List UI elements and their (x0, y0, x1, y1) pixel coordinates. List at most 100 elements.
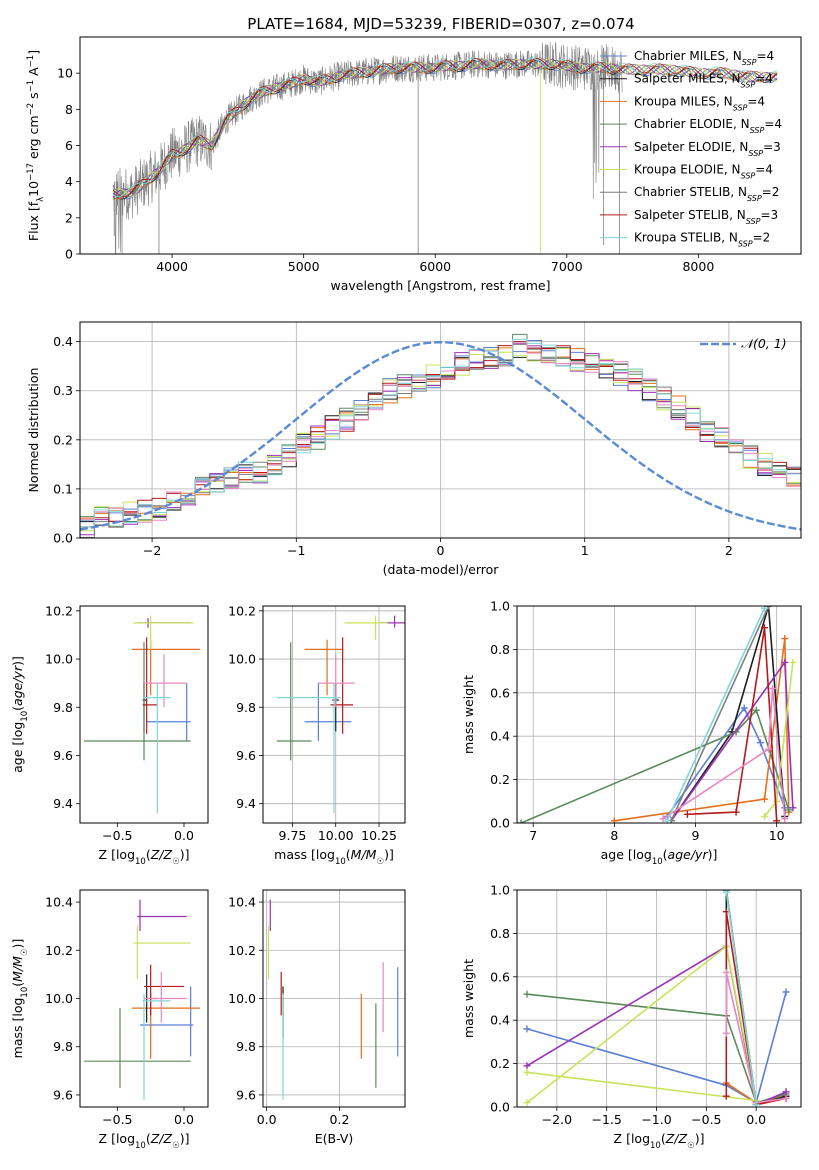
x-tick-label: 1 (581, 543, 589, 558)
label-part: )] (384, 847, 394, 862)
weight-series (722, 890, 760, 1107)
label-part: Z [ (614, 1131, 631, 1146)
x-tick-label: 10.25 (361, 828, 397, 843)
label-part: 10 (650, 1141, 661, 1151)
label-part: log (316, 847, 335, 862)
data-point (276, 683, 341, 814)
mass-vs-metallicity-panel: −0.5 0.09.69.810.010.210.4Z [log10(Z/Z☉)]… (10, 889, 209, 1151)
x-tick-label: 0.2 (330, 1112, 350, 1127)
y-axis-label: mass weight (461, 959, 476, 1038)
axes-frame (516, 889, 802, 1108)
age-vs-metallicity-panel: −0.5 0.09.49.69.810.010.2Z [log10(Z/Z☉)]a… (10, 603, 209, 867)
y-tick-label: 10.0 (228, 652, 256, 667)
label-part: s (26, 92, 41, 103)
weight-series (523, 942, 760, 1107)
label-part: −2 (26, 103, 36, 116)
weight-marker (781, 815, 789, 823)
weight-vs-metallicity-panel: −2.0 −1.5 −1.0 −0.5 0.0 0.0 0.2 0.4 0.6 0.8 1.0 Z [… (461, 883, 802, 1151)
weight-marker (781, 635, 789, 643)
y-tick-label: 6 (65, 138, 73, 153)
label-part: log (10, 722, 25, 741)
label-part: mass weight (461, 675, 476, 754)
x-tick-label: 10 (769, 828, 785, 843)
y-tick-label: 0.0 (490, 816, 510, 831)
label-part: age [ (601, 847, 633, 862)
weight-line (662, 688, 786, 820)
gaussian-curve (80, 340, 801, 531)
label-part: Z/Z (150, 1131, 173, 1146)
weight-marker (760, 812, 768, 820)
legend-count: =2 (762, 185, 780, 199)
legend-entry: Chabrier STELIB, NSSP=2 (634, 185, 779, 203)
legend-sub: SSP (750, 126, 765, 135)
y-tick-label: 0.0 (53, 531, 73, 546)
label-part: log (116, 847, 135, 862)
age-vs-mass-panel: 9.75 10.00 10.25 9.4 9.6 9.8 10.0 10.2 mass [log… (228, 603, 406, 867)
y-tick-label: 10.0 (45, 991, 73, 1006)
mass-vs-ebv-panel: 0.0 0.2 9.6 9.8 10.0 10.2 10.4 E(B-V) (228, 889, 406, 1146)
y-axis-label: Normed distribution (26, 368, 41, 493)
label-part: )] (180, 1131, 190, 1146)
x-tick-label: 6000 (419, 259, 451, 274)
weight-marker (785, 806, 793, 814)
weight-series (663, 606, 768, 823)
weight-marker (663, 817, 671, 823)
data-point (133, 926, 191, 980)
plot-area (276, 615, 405, 814)
weight-line (526, 944, 758, 1104)
label-part: log (633, 847, 652, 862)
legend-entry: Kroupa ELODIE, NSSP=4 (634, 163, 773, 181)
data-point (142, 637, 158, 734)
legend-sub: SSP (738, 239, 753, 248)
y-tick-label: 8 (65, 102, 73, 117)
y-tick-label: 1.0 (490, 599, 510, 614)
label-part: ( (146, 1131, 151, 1146)
label-part: )] (180, 847, 190, 862)
y-tick-label: 9.6 (53, 748, 73, 763)
weight-marker (782, 1088, 790, 1096)
label-part: 10 (135, 857, 146, 867)
y-tick-label: 2 (65, 210, 73, 225)
residual-histogram (80, 338, 801, 528)
weight-marker (683, 810, 691, 818)
label-part: ( (10, 982, 25, 987)
label-part: erg cm (26, 115, 41, 163)
x-tick-label: −2 (143, 543, 161, 558)
y-tick-label: 0.8 (490, 642, 510, 657)
weight-marker (765, 606, 773, 610)
label-part: −1 (26, 55, 36, 68)
data-point (142, 993, 171, 1100)
axes-frame (79, 605, 209, 824)
y-tick-label: 9.8 (53, 1039, 73, 1054)
plot-area (80, 333, 801, 538)
data-point (146, 683, 191, 742)
y-tick-label: 10.2 (45, 943, 73, 958)
label-part: −17 (26, 163, 36, 181)
data-point (142, 683, 171, 814)
y-tick-label: 4 (65, 174, 73, 189)
x-axis-label: Z [log10(Z/Z☉)] (99, 847, 190, 867)
label-part: Z [ (99, 847, 116, 862)
y-tick-label: 9.4 (236, 796, 256, 811)
label-part: Z/Z (150, 847, 173, 862)
label-part: Z/Z (665, 1131, 688, 1146)
label-part: age [ (10, 741, 25, 773)
plot-area (84, 899, 200, 1100)
plot-area (267, 899, 399, 1100)
data-point (132, 639, 200, 696)
y-tick-label: 10.4 (228, 895, 256, 910)
model-spectrum (112, 58, 778, 198)
weight-marker (523, 1068, 531, 1076)
residual-histogram (80, 343, 801, 538)
y-tick-label: 10.4 (45, 895, 73, 910)
label-part: ( (661, 1131, 666, 1146)
label-part: ☉ (172, 857, 180, 867)
label-part: )] (10, 939, 25, 949)
y-tick-label: 10.2 (228, 943, 256, 958)
data-point (137, 899, 187, 931)
label-part: 10 (135, 1141, 146, 1151)
weight-marker (752, 706, 760, 714)
axes-frame (262, 889, 406, 1108)
weight-marker (769, 684, 777, 692)
label-part: mass [ (10, 1017, 25, 1059)
